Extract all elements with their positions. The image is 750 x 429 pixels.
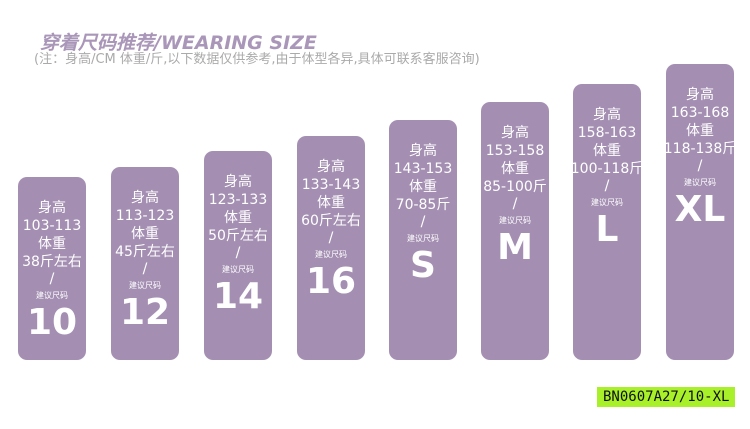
weight-label: 体重	[593, 143, 621, 159]
height-label: 身高	[593, 107, 621, 123]
divider: /	[512, 196, 518, 212]
size-card-14: 身高 123-133 体重 50斤左右 / 建议尺码 14	[204, 151, 272, 360]
weight-range: 70-85斤	[395, 197, 451, 213]
weight-range: 50斤左右	[208, 228, 268, 244]
recommend-label: 建议尺码	[499, 216, 531, 225]
height-range: 133-143	[301, 177, 361, 193]
weight-label: 体重	[686, 123, 714, 139]
divider: /	[142, 261, 148, 277]
size-card-16: 身高 133-143 体重 60斤左右 / 建议尺码 16	[297, 136, 365, 360]
weight-label: 体重	[224, 210, 252, 226]
recommend-label: 建议尺码	[407, 234, 439, 243]
weight-label: 体重	[317, 195, 345, 211]
height-range: 143-153	[393, 161, 453, 177]
page-title: 穿着尺码推荐/WEARING SIZE	[40, 32, 317, 54]
height-range: 163-168	[670, 105, 730, 121]
height-label: 身高	[131, 190, 159, 206]
divider: /	[604, 178, 610, 194]
weight-range: 118-138斤	[663, 141, 737, 157]
size-value: S	[410, 245, 436, 286]
divider: /	[420, 214, 426, 230]
size-card-12: 身高 113-123 体重 45斤左右 / 建议尺码 12	[111, 167, 179, 360]
divider: /	[235, 245, 241, 261]
weight-range: 100-118斤	[570, 161, 644, 177]
weight-range: 85-100斤	[483, 179, 547, 195]
height-label: 身高	[38, 200, 66, 216]
weight-range: 45斤左右	[115, 244, 175, 260]
height-label: 身高	[501, 125, 529, 141]
recommend-label: 建议尺码	[591, 198, 623, 207]
size-value: 14	[212, 276, 264, 317]
height-range: 153-158	[485, 143, 545, 159]
product-code: BN0607A27/10-XL	[597, 387, 736, 407]
height-label: 身高	[224, 174, 252, 190]
recommend-label: 建议尺码	[129, 281, 161, 290]
height-range: 123-133	[208, 192, 268, 208]
height-range: 113-123	[115, 208, 175, 224]
weight-label: 体重	[38, 236, 66, 252]
divider: /	[697, 158, 703, 174]
size-value: 10	[26, 302, 78, 343]
divider: /	[328, 230, 334, 246]
size-value: 16	[305, 261, 357, 302]
weight-label: 体重	[409, 179, 437, 195]
size-card-S: 身高 143-153 体重 70-85斤 / 建议尺码 S	[389, 120, 457, 360]
recommend-label: 建议尺码	[315, 250, 347, 259]
weight-range: 38斤左右	[22, 254, 82, 270]
size-card-XL: 身高 163-168 体重 118-138斤 / 建议尺码 XL	[663, 64, 737, 360]
size-value: L	[595, 209, 619, 250]
weight-label: 体重	[131, 226, 159, 242]
weight-label: 体重	[501, 161, 529, 177]
size-value: XL	[674, 189, 726, 230]
weight-range: 60斤左右	[301, 213, 361, 229]
height-label: 身高	[317, 159, 345, 175]
size-value: 12	[119, 292, 171, 333]
size-card-10: 身高 103-113 体重 38斤左右 / 建议尺码 10	[18, 177, 86, 360]
height-range: 158-163	[577, 125, 637, 141]
recommend-label: 建议尺码	[684, 178, 716, 187]
recommend-label: 建议尺码	[222, 265, 254, 274]
size-value: M	[497, 227, 533, 268]
divider: /	[49, 271, 55, 287]
recommend-label: 建议尺码	[36, 291, 68, 300]
size-card-M: 身高 153-158 体重 85-100斤 / 建议尺码 M	[481, 102, 549, 360]
height-label: 身高	[409, 143, 437, 159]
size-card-L: 身高 158-163 体重 100-118斤 / 建议尺码 L	[570, 84, 644, 360]
height-label: 身高	[686, 87, 714, 103]
size-note: (注：身高/CM 体重/斤,以下数据仅供参考,由于体型各异,具体可联系客服咨询)	[34, 52, 480, 67]
height-range: 103-113	[22, 218, 82, 234]
